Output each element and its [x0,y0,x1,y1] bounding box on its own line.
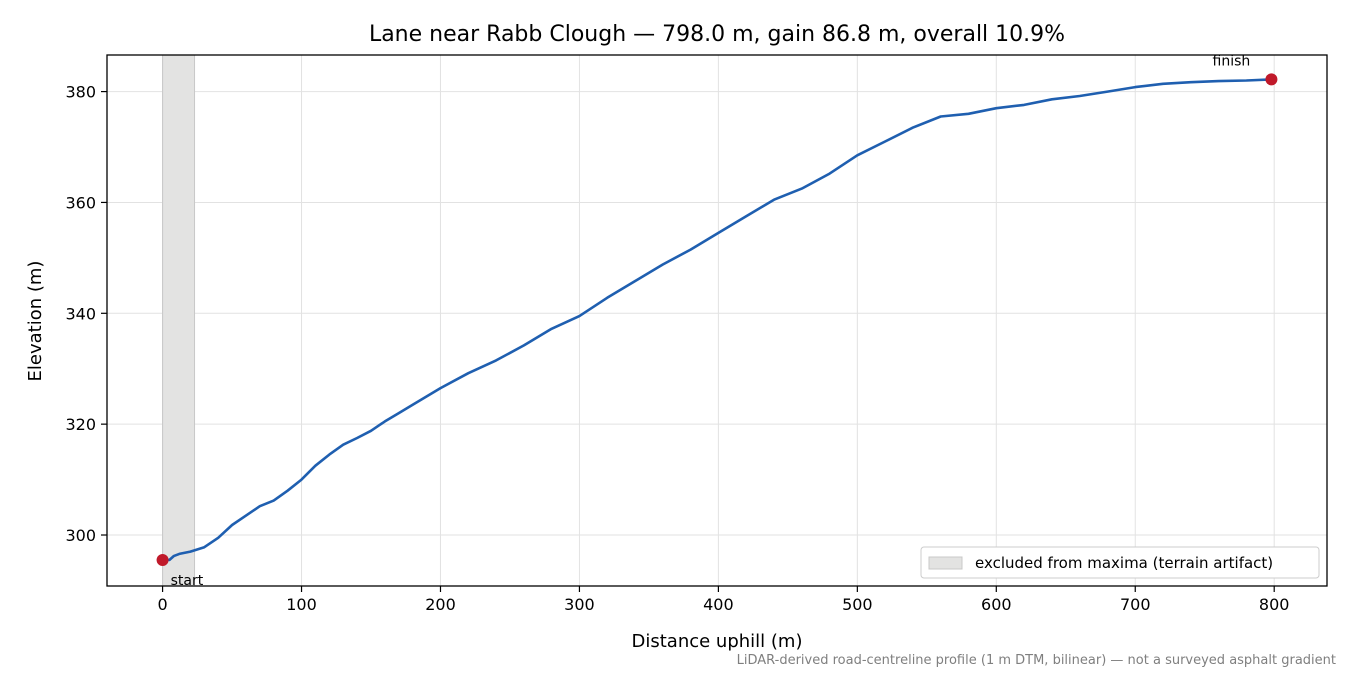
y-axis-ticks: 300 320 340 360 380 [65,83,107,545]
finish-annotation: finish [1213,53,1251,69]
plot-frame [106,54,1328,587]
x-tick-label: 600 [981,595,1012,614]
finish-marker [1265,73,1278,86]
y-tick-label: 360 [65,193,96,212]
x-tick-label: 300 [564,595,595,614]
series-layer [161,78,1273,562]
x-axis-ticks: 0 100 200 300 400 500 600 700 800 [157,586,1289,614]
excluded-span-band [162,55,195,586]
chart-title: Lane near Rabb Clough — 798.0 m, gain 86… [369,22,1065,47]
legend-label: excluded from maxima (terrain artifact) [975,554,1273,572]
x-tick-label: 400 [703,595,734,614]
start-marker [156,553,169,566]
y-tick-label: 320 [65,415,96,434]
x-tick-label: 700 [1120,595,1151,614]
legend-swatch [928,556,963,570]
footnote: LiDAR-derived road-centreline profile (1… [737,653,1336,668]
y-tick-label: 300 [65,526,96,545]
y-tick-label: 380 [65,83,96,102]
x-tick-label: 200 [425,595,456,614]
x-axis-label: Distance uphill (m) [632,631,803,652]
x-tick-label: 500 [842,595,873,614]
grid-lines [107,55,1327,586]
x-tick-label: 0 [157,595,167,614]
legend-box [920,546,1320,579]
marker-layer: start finish [156,53,1278,589]
excluded-span [162,55,196,586]
y-axis-label: Elevation (m) [25,261,46,382]
start-annotation: start [171,573,204,589]
x-tick-label: 800 [1259,595,1290,614]
elevation-profile-line [161,78,1273,562]
legend: excluded from maxima (terrain artifact) [920,546,1320,579]
y-tick-label: 340 [65,304,96,323]
x-tick-label: 100 [286,595,317,614]
